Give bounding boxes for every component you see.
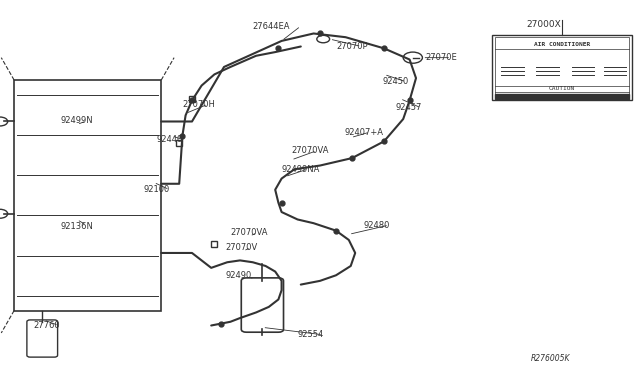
Text: 27070VA: 27070VA xyxy=(291,146,329,155)
Text: 92499NA: 92499NA xyxy=(282,165,320,174)
Text: 92407+A: 92407+A xyxy=(344,128,383,137)
Text: 27070E: 27070E xyxy=(426,53,458,62)
Bar xyxy=(495,37,629,99)
Text: 27644EA: 27644EA xyxy=(253,22,291,31)
Text: 92490: 92490 xyxy=(225,271,252,280)
Text: 92450: 92450 xyxy=(383,77,409,86)
Text: 27070VA: 27070VA xyxy=(230,228,268,237)
Text: 92100: 92100 xyxy=(144,185,170,194)
Bar xyxy=(14,80,161,311)
FancyBboxPatch shape xyxy=(27,320,58,357)
Text: 27070H: 27070H xyxy=(182,100,215,109)
Text: CAUTION: CAUTION xyxy=(548,86,575,91)
Bar xyxy=(495,94,629,99)
Text: 27000X: 27000X xyxy=(527,20,561,29)
Text: 27760: 27760 xyxy=(33,321,60,330)
Text: 92457: 92457 xyxy=(396,103,422,112)
FancyBboxPatch shape xyxy=(241,278,284,332)
Text: 92554: 92554 xyxy=(298,330,324,339)
Bar xyxy=(492,35,632,100)
Text: 27070V: 27070V xyxy=(225,243,257,252)
Text: R276005K: R276005K xyxy=(531,355,571,363)
Text: 92136N: 92136N xyxy=(61,222,93,231)
Text: 92480: 92480 xyxy=(364,221,390,230)
Text: AIR CONDITIONER: AIR CONDITIONER xyxy=(534,42,590,47)
Text: 92440: 92440 xyxy=(157,135,183,144)
Text: 27070P: 27070P xyxy=(336,42,367,51)
Text: 92499N: 92499N xyxy=(61,116,93,125)
